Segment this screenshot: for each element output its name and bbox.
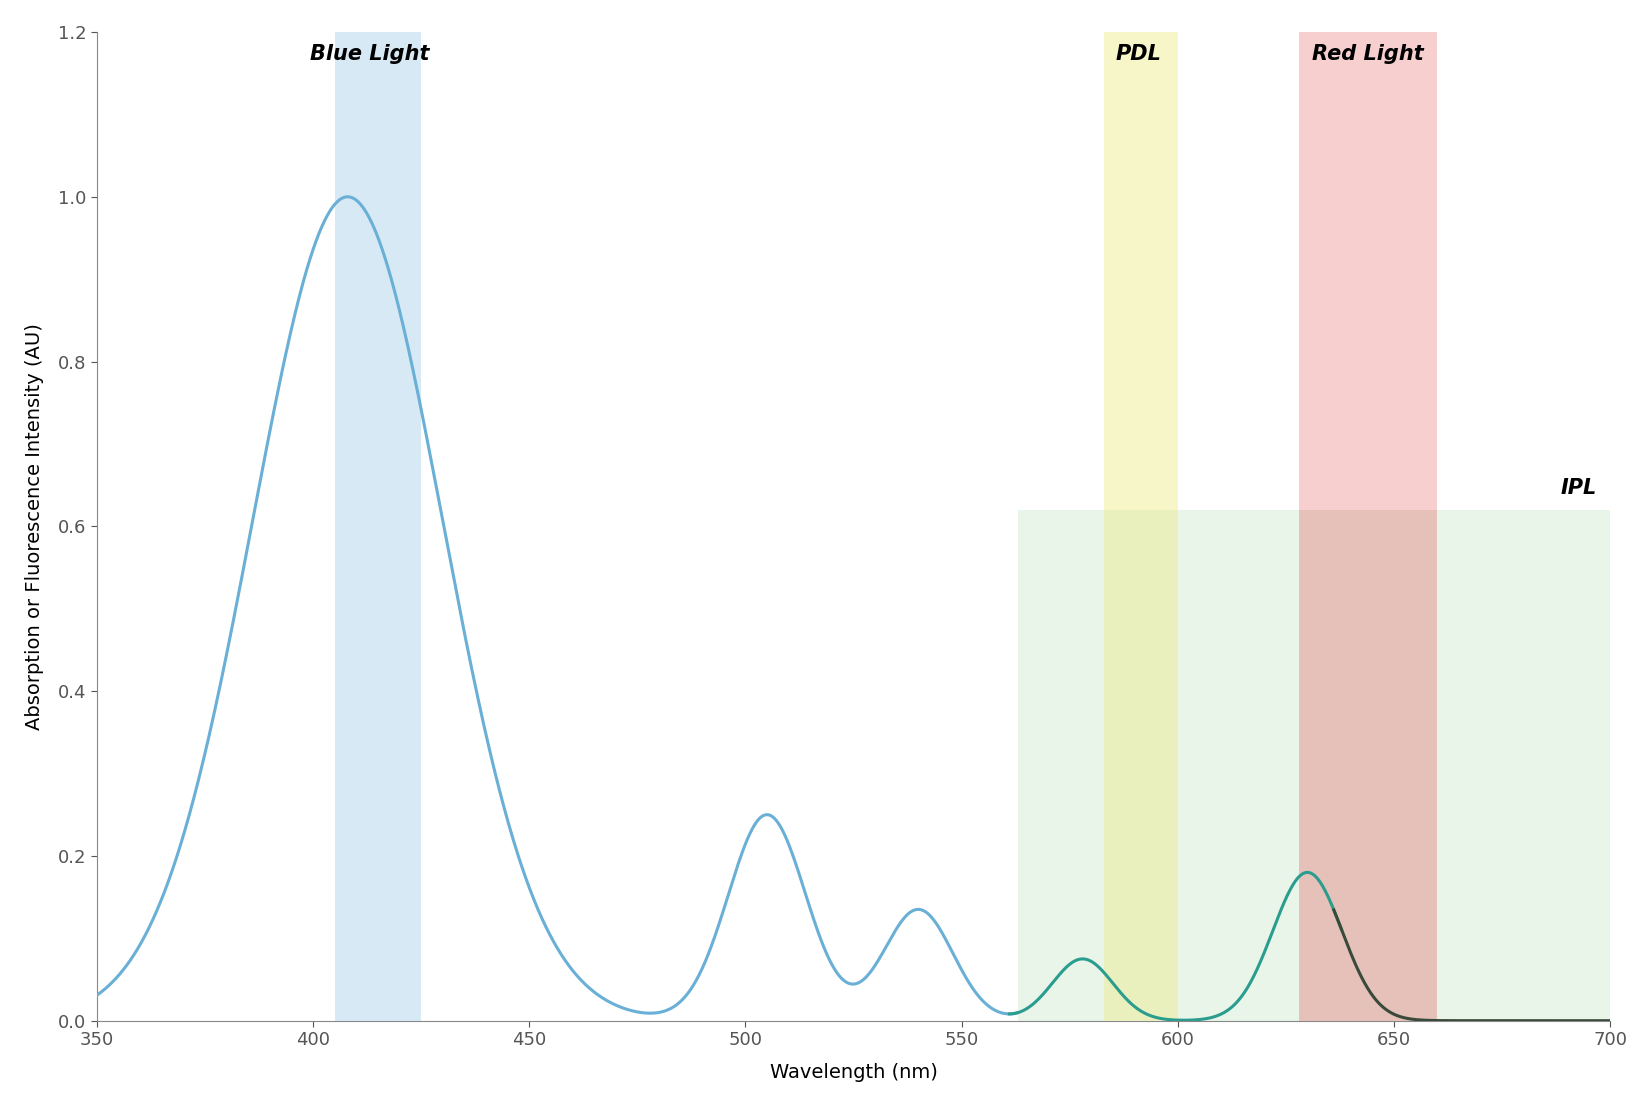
Text: Blue Light: Blue Light <box>309 44 430 64</box>
Bar <box>1298 510 1437 1021</box>
Bar <box>335 32 421 1021</box>
Text: PDL: PDL <box>1115 44 1161 64</box>
Text: Red Light: Red Light <box>1312 44 1424 64</box>
X-axis label: Wavelength (nm): Wavelength (nm) <box>770 1063 937 1082</box>
Bar <box>1298 32 1437 1021</box>
Bar <box>1018 510 1611 1021</box>
Bar <box>1104 32 1178 1021</box>
Bar <box>1104 510 1178 1021</box>
Y-axis label: Absorption or Fluorescence Intensity (AU): Absorption or Fluorescence Intensity (AU… <box>25 323 45 730</box>
Text: IPL: IPL <box>1561 477 1597 497</box>
